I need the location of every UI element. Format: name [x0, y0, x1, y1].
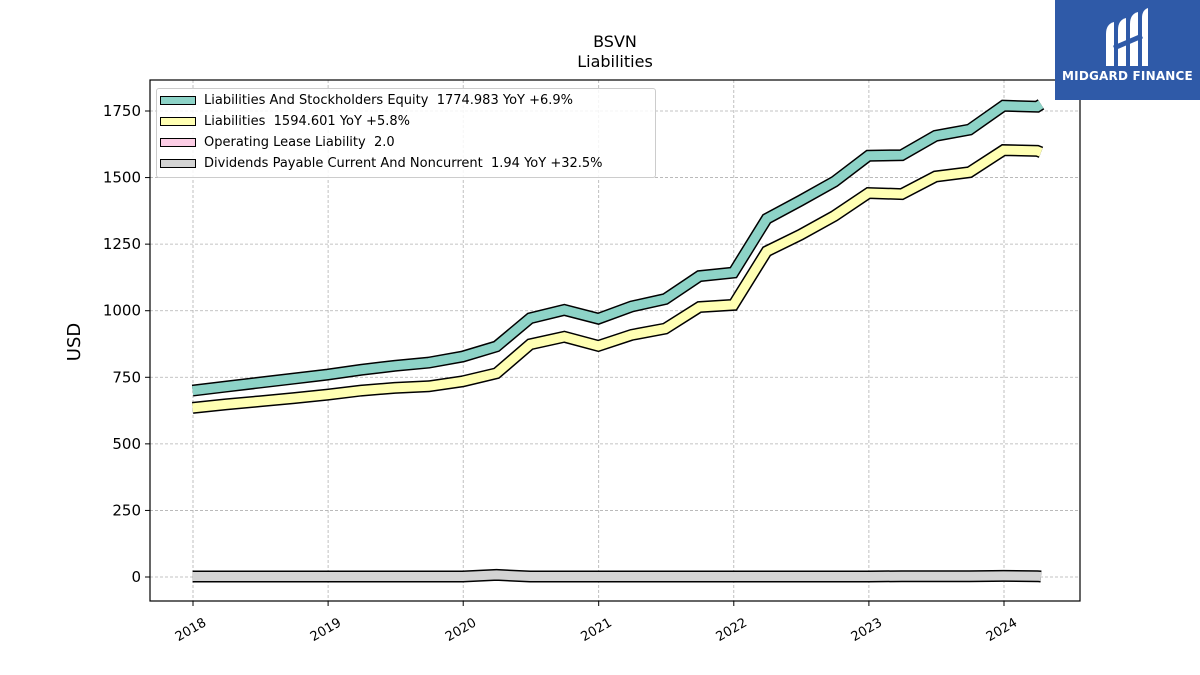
x-tick-label: 2024 — [984, 615, 1020, 645]
y-tick-label: 500 — [112, 435, 141, 453]
y-tick-label: 1750 — [103, 102, 141, 120]
x-tick-label: 2021 — [579, 615, 615, 645]
logo-mark-icon — [1106, 8, 1148, 66]
legend-swatch-dividends — [160, 159, 196, 168]
legend-label-liabilities: Liabilities 1594.601 YoY +5.8% — [204, 114, 410, 129]
x-tick-label: 2018 — [173, 615, 209, 645]
legend-item-dividends: Dividends Payable Current And Noncurrent… — [157, 153, 603, 174]
y-tick-label: 1500 — [103, 169, 141, 187]
y-tick-label: 750 — [112, 368, 141, 386]
legend-label-dividends: Dividends Payable Current And Noncurrent… — [204, 156, 603, 171]
x-tick-label: 2023 — [849, 615, 885, 645]
legend-item-equity: Liabilities And Stockholders Equity 1774… — [157, 90, 573, 111]
series-line — [192, 145, 1043, 413]
legend-swatch-equity — [160, 96, 196, 105]
y-tick-label: 1000 — [103, 302, 141, 320]
chart-title: BSVN — [593, 32, 637, 51]
legend-item-liabilities: Liabilities 1594.601 YoY +5.8% — [157, 111, 410, 132]
y-tick-label: 250 — [112, 501, 141, 519]
midgard-finance-logo: MIDGARD FINANCE — [1055, 0, 1200, 100]
plot-frame — [149, 79, 1081, 602]
legend-swatch-liabilities — [160, 117, 196, 126]
legend-label-equity: Liabilities And Stockholders Equity 1774… — [204, 93, 574, 108]
legend-label-lease: Operating Lease Liability 2.0 — [204, 135, 395, 150]
x-tick-label: 2022 — [714, 615, 750, 645]
chart-subtitle: Liabilities — [577, 52, 653, 71]
logo-text: MIDGARD FINANCE — [1062, 69, 1193, 83]
legend-swatch-lease — [160, 138, 196, 147]
y-tick-label: 0 — [131, 568, 141, 586]
series-line — [192, 100, 1044, 396]
x-tick-label: 2019 — [308, 615, 344, 645]
y-axis-label: USD — [64, 323, 85, 361]
y-tick-label: 1250 — [103, 235, 141, 253]
x-tick-label: 2020 — [443, 615, 479, 645]
legend-item-lease: Operating Lease Liability 2.0 — [157, 132, 395, 153]
series-line — [192, 570, 1042, 581]
legend: Liabilities And Stockholders Equity 1774… — [156, 88, 656, 178]
